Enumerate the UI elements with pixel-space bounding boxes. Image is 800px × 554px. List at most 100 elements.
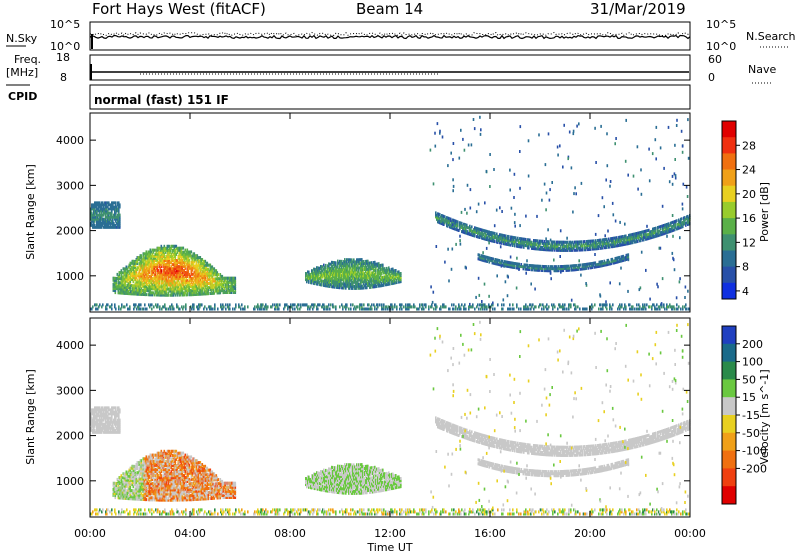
power-cell bbox=[217, 283, 220, 287]
power-cell bbox=[379, 280, 381, 284]
power-cell bbox=[102, 223, 104, 227]
power-cell bbox=[124, 305, 126, 309]
power-cell bbox=[112, 225, 114, 229]
power-cell bbox=[181, 283, 184, 287]
power-cell bbox=[388, 278, 390, 282]
power-cell bbox=[328, 262, 330, 266]
power-cell bbox=[154, 291, 157, 295]
power-cell bbox=[160, 261, 163, 264]
power-cell bbox=[118, 305, 120, 309]
power-cell bbox=[142, 276, 145, 280]
power-cell bbox=[209, 307, 211, 311]
power-cell bbox=[195, 268, 198, 272]
power-cell bbox=[555, 265, 558, 269]
power-cell bbox=[193, 291, 196, 294]
power-cell bbox=[348, 280, 350, 284]
power-cell bbox=[334, 279, 336, 283]
power-cell bbox=[645, 231, 647, 235]
power-cell bbox=[189, 285, 192, 289]
power-cell bbox=[360, 276, 362, 280]
power-cell bbox=[232, 284, 235, 288]
power-cell bbox=[192, 303, 194, 307]
power-cell bbox=[586, 307, 588, 311]
power-cell bbox=[315, 274, 317, 278]
power-cell bbox=[463, 226, 465, 230]
power-cell bbox=[166, 250, 169, 254]
power-cell bbox=[633, 234, 635, 238]
power-cell bbox=[547, 265, 550, 269]
power-cell bbox=[451, 303, 453, 307]
power-cell bbox=[181, 265, 184, 268]
power-cell bbox=[106, 223, 108, 227]
power-cell bbox=[100, 225, 102, 229]
power-cell bbox=[560, 267, 563, 271]
power-cell bbox=[118, 211, 120, 215]
power-cell bbox=[347, 258, 349, 262]
power-cell bbox=[368, 263, 370, 267]
power-cell bbox=[380, 284, 382, 288]
power-cell bbox=[199, 274, 202, 278]
power-cell bbox=[345, 276, 347, 280]
power-cell bbox=[347, 284, 349, 288]
power-cell bbox=[566, 242, 568, 246]
power-cell bbox=[374, 277, 376, 281]
power-cell bbox=[133, 272, 136, 276]
power-cell bbox=[160, 257, 163, 260]
power-cell bbox=[504, 236, 506, 240]
power-cell bbox=[634, 234, 636, 238]
power-cell bbox=[373, 277, 375, 281]
power-cell bbox=[326, 284, 328, 288]
power-cell bbox=[395, 281, 397, 285]
power-cell bbox=[525, 244, 527, 248]
power-cell bbox=[366, 265, 368, 269]
power-cell bbox=[674, 226, 676, 230]
power-cell bbox=[509, 263, 512, 267]
power-cell bbox=[313, 305, 315, 309]
power-cell bbox=[570, 303, 572, 307]
power-cell bbox=[108, 201, 110, 205]
power-cell bbox=[316, 270, 318, 274]
power-cell bbox=[224, 291, 227, 294]
power-cell bbox=[194, 258, 197, 262]
power-cell bbox=[358, 260, 360, 264]
power-cell bbox=[504, 240, 506, 244]
power-cell bbox=[155, 289, 158, 293]
power-cell bbox=[373, 273, 375, 277]
power-cell bbox=[211, 275, 214, 279]
power-cell bbox=[163, 283, 166, 287]
power-cell bbox=[330, 279, 332, 282]
power-cell bbox=[340, 280, 342, 284]
power-cell bbox=[228, 276, 231, 280]
power-cell bbox=[321, 265, 323, 269]
power-cell bbox=[111, 205, 113, 209]
power-cell bbox=[129, 271, 132, 275]
power-cell bbox=[148, 281, 151, 285]
power-cell bbox=[92, 225, 94, 229]
power-cell bbox=[531, 268, 534, 272]
power-cell bbox=[374, 273, 376, 276]
power-cell bbox=[437, 216, 439, 220]
power-cell bbox=[196, 268, 199, 272]
power-cell bbox=[654, 235, 656, 239]
power-cell bbox=[377, 278, 379, 282]
power-cell bbox=[135, 284, 138, 288]
power-cell bbox=[199, 264, 202, 268]
power-cell bbox=[509, 243, 511, 247]
power-cell bbox=[201, 264, 204, 268]
power-cell bbox=[109, 219, 111, 223]
power-cell bbox=[159, 259, 162, 262]
power-cell bbox=[541, 307, 543, 311]
power-cell bbox=[190, 291, 193, 295]
power-cell bbox=[445, 217, 447, 221]
power-cell bbox=[152, 271, 155, 274]
power-cell bbox=[492, 261, 495, 265]
power-cell bbox=[150, 285, 153, 289]
power-cell bbox=[140, 280, 143, 284]
power-cell bbox=[174, 277, 177, 281]
power-cell bbox=[510, 261, 513, 265]
power-cell bbox=[115, 285, 118, 289]
power-cell bbox=[190, 262, 193, 266]
power-cell bbox=[163, 289, 166, 293]
power-cell bbox=[244, 307, 246, 311]
power-cell bbox=[190, 289, 193, 293]
